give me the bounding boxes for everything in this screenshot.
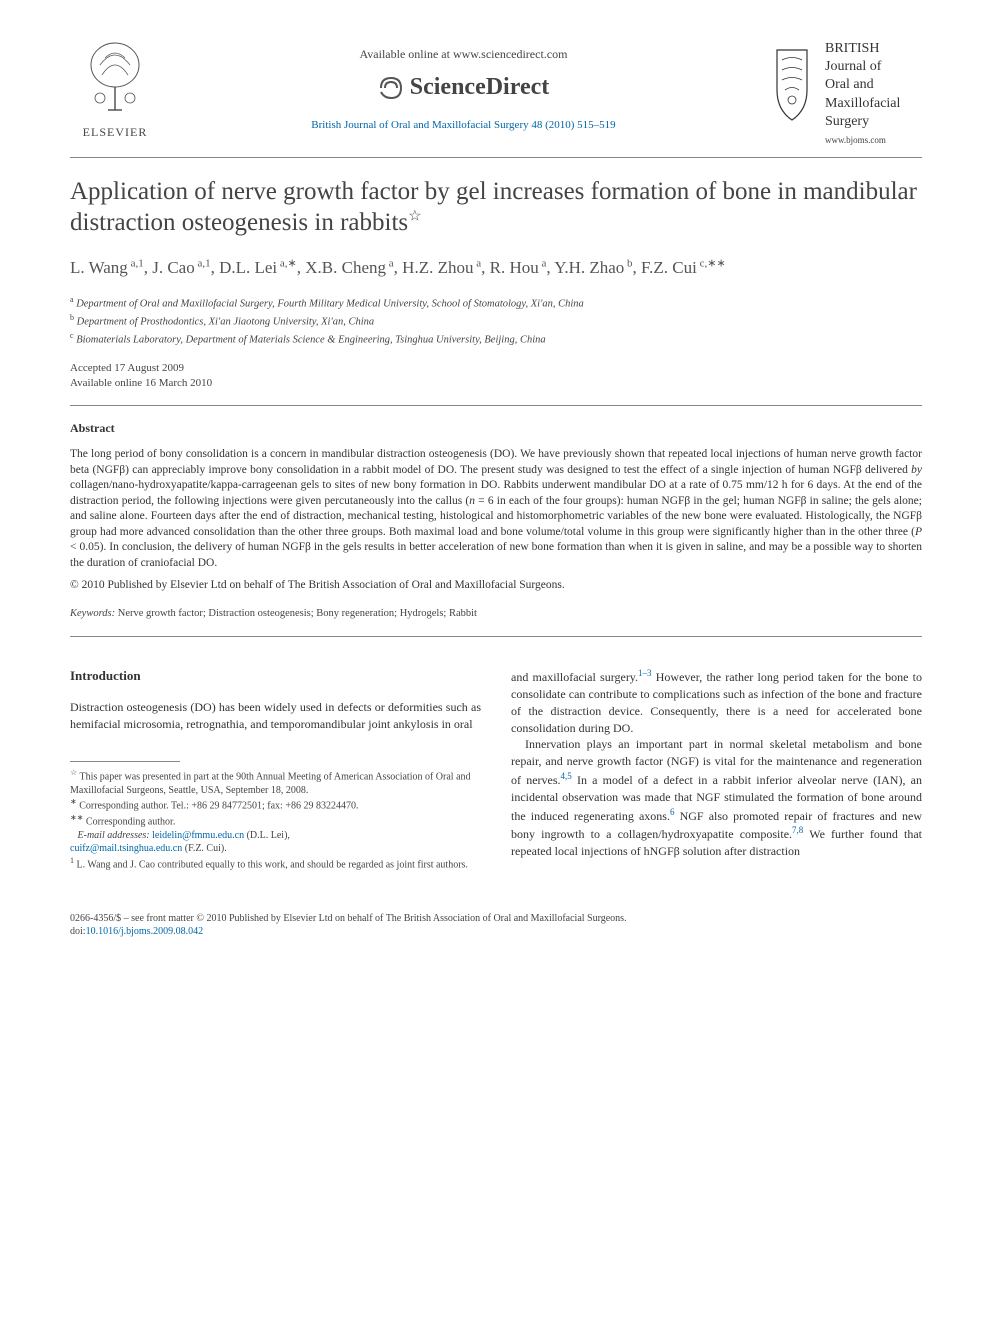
sciencedirect-icon	[378, 75, 404, 101]
intro-paragraph: and maxillofacial surgery.1–3 However, t…	[511, 667, 922, 736]
email-link[interactable]: leidelin@fmmu.edu.cn	[152, 830, 244, 841]
title-footnote-symbol: ☆	[408, 209, 421, 225]
journal-name-line: Oral and	[825, 76, 900, 94]
separator-rule	[70, 405, 922, 406]
email-link[interactable]: cuifz@mail.tsinghua.edu.cn	[70, 843, 182, 854]
journal-name-line: Maxillofacial	[825, 95, 900, 113]
journal-brand-block: BRITISH Journal of Oral and Maxillofacia…	[767, 40, 922, 147]
journal-name: BRITISH Journal of Oral and Maxillofacia…	[825, 40, 900, 147]
email-name: (D.L. Lei),	[247, 830, 290, 841]
journal-citation[interactable]: British Journal of Oral and Maxillofacia…	[160, 118, 767, 133]
footnote-text: Corresponding author. Tel.: +86 29 84772…	[79, 801, 358, 812]
header-rule	[70, 157, 922, 158]
email-name: (F.Z. Cui).	[185, 843, 227, 854]
journal-crest-icon	[767, 40, 817, 125]
available-online-text: Available online at www.sciencedirect.co…	[160, 46, 767, 63]
ref-link[interactable]: 4,5	[561, 771, 572, 781]
footnote-contribution: 1 L. Wang and J. Cao contributed equally…	[70, 856, 481, 872]
sciencedirect-label: ScienceDirect	[410, 71, 550, 105]
affiliation-text: Biomaterials Laboratory, Department of M…	[76, 335, 545, 346]
footer-copyright: 0266-4356/$ – see front matter © 2010 Pu…	[70, 912, 922, 925]
copyright-line: © 2010 Published by Elsevier Ltd on beha…	[70, 577, 922, 593]
affiliation-b: b Department of Prosthodontics, Xi'an Ji…	[70, 312, 922, 330]
affiliation-c: c Biomaterials Laboratory, Department of…	[70, 330, 922, 348]
center-header: Available online at www.sciencedirect.co…	[160, 40, 767, 134]
footnote-emails: E-mail addresses: leidelin@fmmu.edu.cn (…	[70, 829, 481, 856]
keywords-text: Nerve growth factor; Distraction osteoge…	[118, 608, 477, 619]
email-label: E-mail addresses:	[78, 830, 150, 841]
article-body: Introduction Distraction osteogenesis (D…	[70, 667, 922, 872]
journal-header: ELSEVIER Available online at www.science…	[70, 40, 922, 147]
footnote-presented: ☆ This paper was presented in part at th…	[70, 768, 481, 797]
keywords-label: Keywords:	[70, 608, 115, 619]
article-title: Application of nerve growth factor by ge…	[70, 176, 922, 239]
keywords: Keywords: Nerve growth factor; Distracti…	[70, 607, 922, 622]
introduction-heading: Introduction	[70, 667, 481, 685]
abstract-heading: Abstract	[70, 420, 922, 437]
elsevier-tree-icon	[80, 40, 150, 115]
ref-link[interactable]: 6	[670, 807, 675, 817]
footnote-rule	[70, 761, 180, 762]
journal-name-line: BRITISH	[825, 40, 900, 58]
footnote-text: This paper was presented in part at the …	[70, 771, 471, 796]
doi-label: doi:	[70, 926, 86, 937]
elsevier-logo: ELSEVIER	[70, 40, 160, 141]
page-footer: 0266-4356/$ – see front matter © 2010 Pu…	[70, 912, 922, 938]
ref-link[interactable]: 7,8	[792, 825, 803, 835]
journal-name-line: Journal of	[825, 58, 900, 76]
affiliation-a: a Department of Oral and Maxillofacial S…	[70, 294, 922, 312]
footnote-text: L. Wang and J. Cao contributed equally t…	[77, 859, 468, 870]
separator-rule	[70, 636, 922, 637]
online-date: Available online 16 March 2010	[70, 376, 922, 391]
footnote-corresponding-2: ∗∗ Corresponding author.	[70, 813, 481, 829]
journal-url[interactable]: www.bjoms.com	[825, 135, 900, 147]
footnote-text: Corresponding author.	[86, 816, 175, 827]
affiliations: a Department of Oral and Maxillofacial S…	[70, 294, 922, 349]
intro-paragraph: Distraction osteogenesis (DO) has been w…	[70, 699, 481, 733]
intro-text-right: and maxillofacial surgery.1–3 However, t…	[511, 667, 922, 860]
journal-name-line: Surgery	[825, 113, 900, 131]
elsevier-label: ELSEVIER	[70, 124, 160, 141]
footnotes: ☆ This paper was presented in part at th…	[70, 768, 481, 872]
footer-doi: doi:10.1016/j.bjoms.2009.08.042	[70, 925, 922, 938]
authors-list: L. Wang a,1, J. Cao a,1, D.L. Lei a,∗, X…	[70, 256, 922, 280]
footnote-corresponding-1: ∗ Corresponding author. Tel.: +86 29 847…	[70, 797, 481, 813]
article-dates: Accepted 17 August 2009 Available online…	[70, 361, 922, 392]
right-column: and maxillofacial surgery.1–3 However, t…	[511, 667, 922, 872]
intro-text-left: Distraction osteogenesis (DO) has been w…	[70, 699, 481, 733]
doi-link[interactable]: 10.1016/j.bjoms.2009.08.042	[86, 926, 204, 937]
accepted-date: Accepted 17 August 2009	[70, 361, 922, 376]
intro-paragraph: Innervation plays an important part in n…	[511, 736, 922, 860]
sciencedirect-logo: ScienceDirect	[378, 71, 550, 105]
left-column: Introduction Distraction osteogenesis (D…	[70, 667, 481, 872]
affiliation-text: Department of Oral and Maxillofacial Sur…	[76, 298, 584, 309]
affiliation-text: Department of Prosthodontics, Xi'an Jiao…	[77, 317, 375, 328]
abstract-body: The long period of bony consolidation is…	[70, 447, 922, 571]
ref-link[interactable]: 1–3	[638, 668, 652, 678]
title-text: Application of nerve growth factor by ge…	[70, 178, 917, 236]
